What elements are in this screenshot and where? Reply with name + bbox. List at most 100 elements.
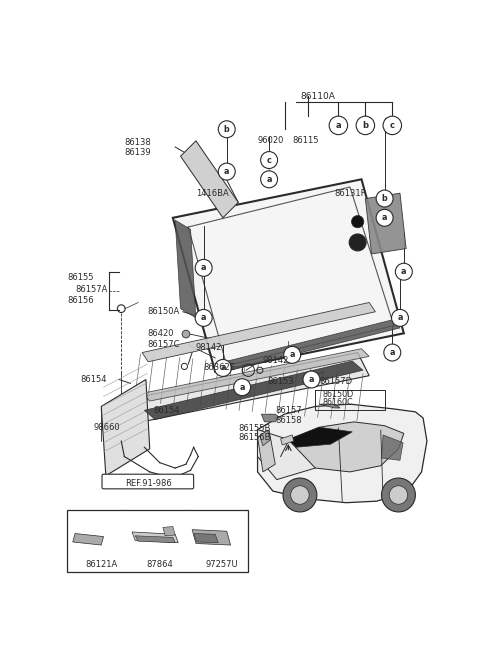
Text: 86138: 86138 (124, 138, 151, 147)
Polygon shape (365, 193, 406, 254)
Text: 86362E: 86362E (204, 364, 236, 372)
Text: b: b (134, 560, 139, 569)
Text: a: a (74, 560, 79, 569)
Text: 86121A: 86121A (86, 560, 118, 569)
Polygon shape (135, 536, 175, 543)
Polygon shape (175, 220, 196, 318)
Circle shape (195, 310, 212, 327)
Polygon shape (132, 532, 178, 543)
Text: 86154: 86154 (154, 406, 180, 414)
Circle shape (218, 163, 235, 180)
Text: 87864: 87864 (146, 560, 173, 569)
Text: 86158: 86158 (275, 416, 302, 425)
Circle shape (382, 478, 415, 512)
Polygon shape (101, 379, 150, 476)
Polygon shape (262, 414, 278, 422)
Text: 86156B: 86156B (238, 433, 271, 442)
Text: a: a (201, 314, 206, 322)
Text: c: c (194, 560, 199, 569)
Text: 86110A: 86110A (300, 92, 335, 100)
Circle shape (195, 259, 212, 277)
Circle shape (283, 478, 317, 512)
Text: a: a (201, 263, 206, 273)
Text: 86157D: 86157D (319, 377, 352, 385)
Text: 86139: 86139 (124, 148, 151, 157)
Polygon shape (277, 422, 404, 472)
Text: a: a (309, 375, 314, 384)
Text: 86115: 86115 (292, 137, 319, 145)
Text: 86131F: 86131F (335, 189, 366, 197)
Circle shape (303, 371, 320, 388)
Text: 86154: 86154 (81, 375, 107, 384)
Text: 98660: 98660 (94, 423, 120, 432)
Polygon shape (180, 141, 238, 218)
Text: 86150D: 86150D (323, 391, 354, 399)
Text: 86157A: 86157A (75, 285, 108, 294)
Polygon shape (73, 533, 104, 545)
Text: a: a (289, 350, 295, 359)
Circle shape (376, 209, 393, 226)
Text: b: b (362, 121, 368, 130)
Polygon shape (173, 180, 404, 372)
Text: 86156: 86156 (67, 296, 94, 306)
Polygon shape (258, 404, 427, 503)
Text: REF.91-986: REF.91-986 (125, 479, 171, 488)
Text: a: a (336, 121, 341, 130)
Circle shape (284, 346, 300, 363)
Circle shape (396, 263, 412, 280)
Circle shape (182, 330, 190, 338)
Circle shape (130, 557, 144, 572)
Text: a: a (240, 383, 245, 391)
Text: 98142: 98142 (263, 356, 289, 365)
Text: 86153: 86153 (267, 377, 294, 385)
Polygon shape (193, 533, 218, 543)
Circle shape (376, 190, 393, 207)
Text: a: a (220, 364, 226, 372)
Text: a: a (266, 175, 272, 183)
Polygon shape (144, 361, 363, 420)
Text: 86420: 86420 (147, 329, 174, 338)
FancyBboxPatch shape (102, 475, 193, 489)
Text: a: a (390, 348, 395, 357)
Polygon shape (131, 352, 369, 422)
Circle shape (234, 379, 251, 396)
Polygon shape (288, 427, 352, 447)
Polygon shape (258, 430, 315, 480)
Circle shape (70, 557, 84, 572)
Circle shape (329, 116, 348, 135)
Text: c: c (267, 156, 272, 164)
Text: b: b (224, 125, 229, 134)
Text: 86160C: 86160C (323, 398, 354, 407)
Polygon shape (215, 319, 400, 372)
Text: 86155B: 86155B (238, 424, 271, 432)
Text: a: a (224, 167, 229, 176)
Text: c: c (390, 121, 395, 130)
Circle shape (384, 344, 401, 361)
Circle shape (261, 171, 277, 188)
Circle shape (351, 215, 364, 228)
Polygon shape (258, 430, 275, 472)
Text: 98142: 98142 (196, 343, 222, 352)
Circle shape (190, 557, 204, 572)
Text: 86150A: 86150A (147, 308, 180, 316)
Text: 96020: 96020 (258, 137, 284, 145)
Text: a: a (382, 213, 387, 222)
Polygon shape (382, 435, 403, 461)
Text: 86157C: 86157C (147, 341, 180, 349)
Circle shape (215, 360, 231, 376)
Circle shape (356, 116, 374, 135)
Circle shape (383, 116, 402, 135)
Circle shape (291, 486, 309, 504)
Text: a: a (397, 314, 403, 322)
Polygon shape (192, 529, 230, 545)
Polygon shape (163, 527, 175, 536)
Text: b: b (382, 194, 387, 203)
Text: 1416BA: 1416BA (196, 189, 228, 197)
FancyBboxPatch shape (67, 510, 248, 572)
Polygon shape (142, 302, 375, 362)
Polygon shape (319, 404, 340, 408)
Text: 86157: 86157 (275, 406, 302, 414)
Polygon shape (142, 348, 369, 401)
Circle shape (392, 310, 408, 327)
Polygon shape (260, 430, 271, 446)
